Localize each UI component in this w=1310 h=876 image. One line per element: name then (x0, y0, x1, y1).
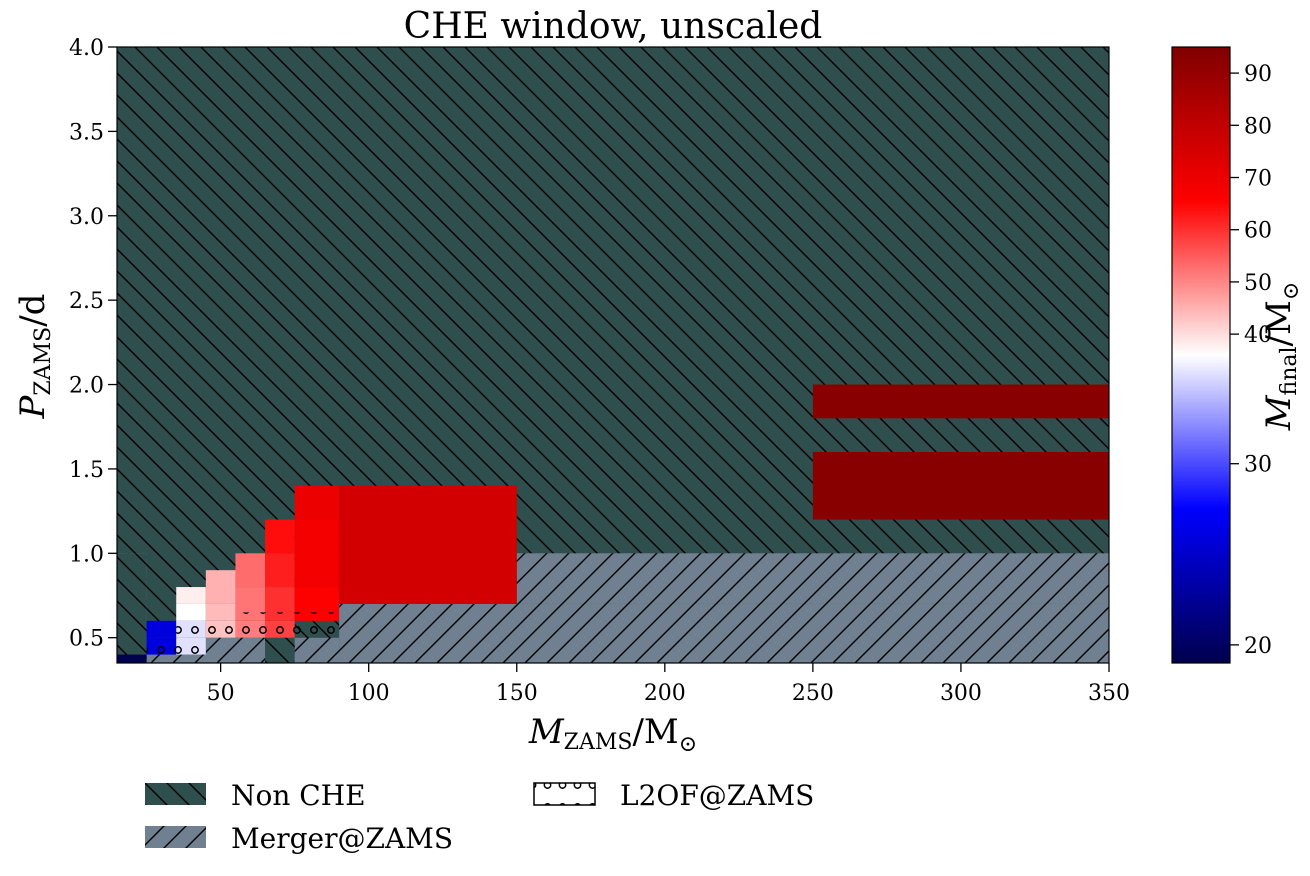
l2of-region (339, 595, 517, 604)
final-mass-cell (265, 553, 295, 588)
colorbar-tick-label: 60 (1244, 219, 1272, 244)
final-mass-cell (339, 485, 517, 604)
colorbar-tick-label: 30 (1244, 453, 1272, 478)
x-tick-label: 100 (348, 681, 390, 706)
y-tick-label: 3.0 (69, 205, 104, 230)
x-tick-label: 350 (1088, 681, 1130, 706)
y-axis-label: PZAMS/d (13, 294, 56, 420)
x-tick-label: 150 (496, 681, 538, 706)
merger-region (516, 553, 1109, 604)
colorbar-tick-label: 50 (1244, 271, 1272, 296)
y-tick-label: 4.0 (69, 36, 104, 61)
y-tick-label: 3.5 (69, 120, 104, 145)
final-mass-cell (265, 519, 295, 554)
l2of-region (235, 612, 340, 621)
final-mass-cell (812, 452, 1109, 520)
non-che-region (117, 553, 147, 663)
y-tick-label: 1.0 (69, 542, 104, 567)
plot-frame (116, 46, 1110, 664)
colorbar (1172, 47, 1230, 663)
legend-label-non-che: Non CHE (231, 779, 366, 812)
merger-region (205, 637, 266, 663)
legend: Non CHE Merger@ZAMS L2OF@ZAMS (145, 779, 814, 855)
colorbar-tick-label: 70 (1244, 167, 1272, 192)
y-tick-label: 2.0 (69, 374, 104, 399)
colorbar-frame (1171, 46, 1231, 664)
merger-region (339, 603, 1109, 663)
x-tick-label: 250 (792, 681, 834, 706)
final-mass-cell (205, 603, 236, 621)
final-mass-cell (205, 570, 236, 604)
final-mass-cell (235, 553, 266, 588)
l2of-layer (146, 595, 517, 655)
x-axis-label: MZAMS/M⊙ (528, 712, 697, 757)
final-mass-cell (176, 603, 206, 621)
l2of-region (205, 620, 340, 638)
legend-swatch-non-che (145, 783, 206, 805)
l2of-region (176, 620, 206, 655)
y-tick-label: 2.5 (69, 289, 104, 314)
y-tick-label: 0.5 (69, 627, 104, 652)
legend-swatch-merger (145, 826, 206, 848)
legend-swatch-l2of (533, 782, 596, 806)
colorbar-tick-label: 90 (1244, 62, 1272, 87)
colorbar-tick-label: 80 (1244, 114, 1272, 139)
y-tick-label: 1.5 (69, 458, 104, 483)
colorbar-tick-label: 40 (1244, 323, 1272, 348)
legend-label-merger: Merger@ZAMS (231, 822, 453, 855)
final-mass-cell (294, 485, 340, 520)
x-tick-label: 200 (644, 681, 686, 706)
final-mass-cell (117, 654, 147, 663)
plot-area (117, 47, 1109, 663)
merger-region (294, 637, 340, 663)
final-mass-cell (294, 519, 340, 588)
colorbar-tick-label: 20 (1244, 634, 1272, 659)
final-mass-cell (812, 384, 1109, 419)
chart-title: CHE window, unscaled (404, 6, 823, 47)
y-axis: 0.5 1.0 1.5 2.0 2.5 3.0 3.5 4.0 (69, 36, 117, 652)
colorbar-label: Mfinal/M⊙ (1259, 282, 1304, 432)
x-tick-label: 300 (940, 681, 982, 706)
x-axis: 50 100 150 200 250 300 350 (207, 663, 1130, 706)
final-mass-cell (146, 620, 177, 638)
colorbar-ticks: 20 30 40 50 60 70 80 90 (1230, 62, 1272, 659)
final-mass-cell (176, 587, 206, 604)
legend-label-l2of: L2OF@ZAMS (620, 779, 814, 812)
non-che-region (265, 646, 295, 663)
l2of-region (146, 637, 177, 655)
x-tick-label: 50 (207, 681, 235, 706)
